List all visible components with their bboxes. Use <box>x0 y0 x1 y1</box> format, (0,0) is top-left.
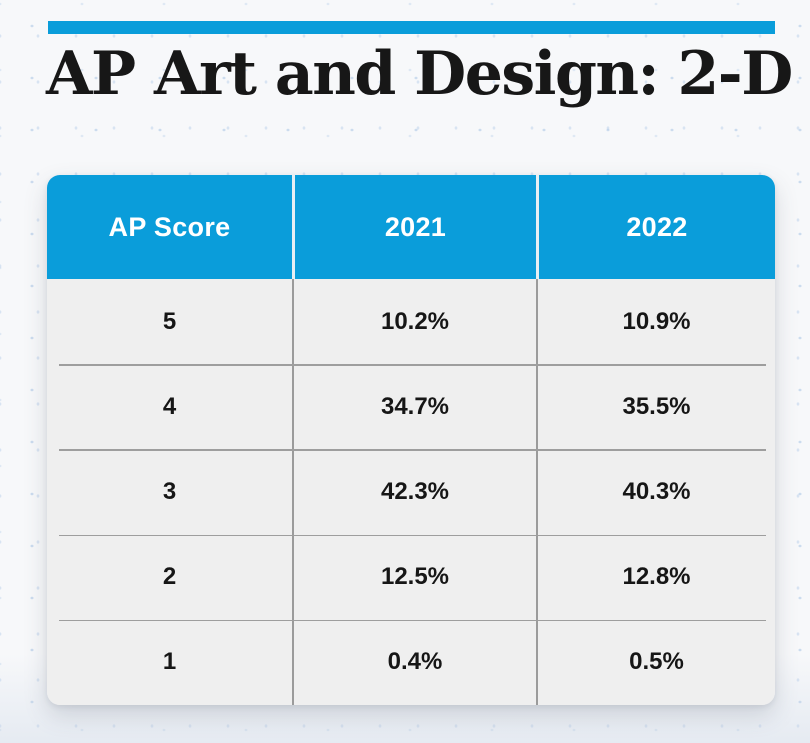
table-row-score-5: 5 10.2% 10.9% <box>47 279 775 365</box>
cell-2022-value: 10.9% <box>536 279 775 365</box>
table-row-score-3: 3 42.3% 40.3% <box>47 449 775 535</box>
cell-2022-value: 40.3% <box>536 449 775 535</box>
cell-score: 5 <box>162 307 177 335</box>
cell-2022-value: 0.5% <box>536 619 775 705</box>
cell-2021-value: 0.4% <box>292 619 536 705</box>
cell-2021-value: 10.2% <box>292 279 536 365</box>
cell-score: 1 <box>162 648 177 676</box>
cell-score: 2 <box>162 563 177 591</box>
ap-score-table: AP Score 2021 2022 5 10.2% 10.9% 4 34.7%… <box>47 175 775 705</box>
cell-2021-value: 42.3% <box>292 449 536 535</box>
column-header-2022: 2022 <box>536 175 775 279</box>
table-body: 5 10.2% 10.9% 4 34.7% 35.5% 3 42.3% 40.3… <box>47 279 775 705</box>
title-accent-bar <box>48 21 775 34</box>
column-header-2021: 2021 <box>292 175 536 279</box>
table-row-score-1: 1 0.4% 0.5% <box>47 619 775 705</box>
table-row-score-4: 4 34.7% 35.5% <box>47 364 775 450</box>
cell-2022-value: 35.5% <box>536 364 775 450</box>
page-title: AP Art and Design: 2-D <box>46 39 793 109</box>
table-row-score-2: 2 12.5% 12.8% <box>47 534 775 620</box>
table-header-row: AP Score 2021 2022 <box>47 175 775 279</box>
cell-2021-value: 34.7% <box>292 364 536 450</box>
cell-2022-value: 12.8% <box>536 534 775 620</box>
column-header-ap-score: AP Score <box>108 211 231 242</box>
cell-score: 4 <box>162 392 177 420</box>
cell-score: 3 <box>162 477 177 505</box>
cell-2021-value: 12.5% <box>292 534 536 620</box>
